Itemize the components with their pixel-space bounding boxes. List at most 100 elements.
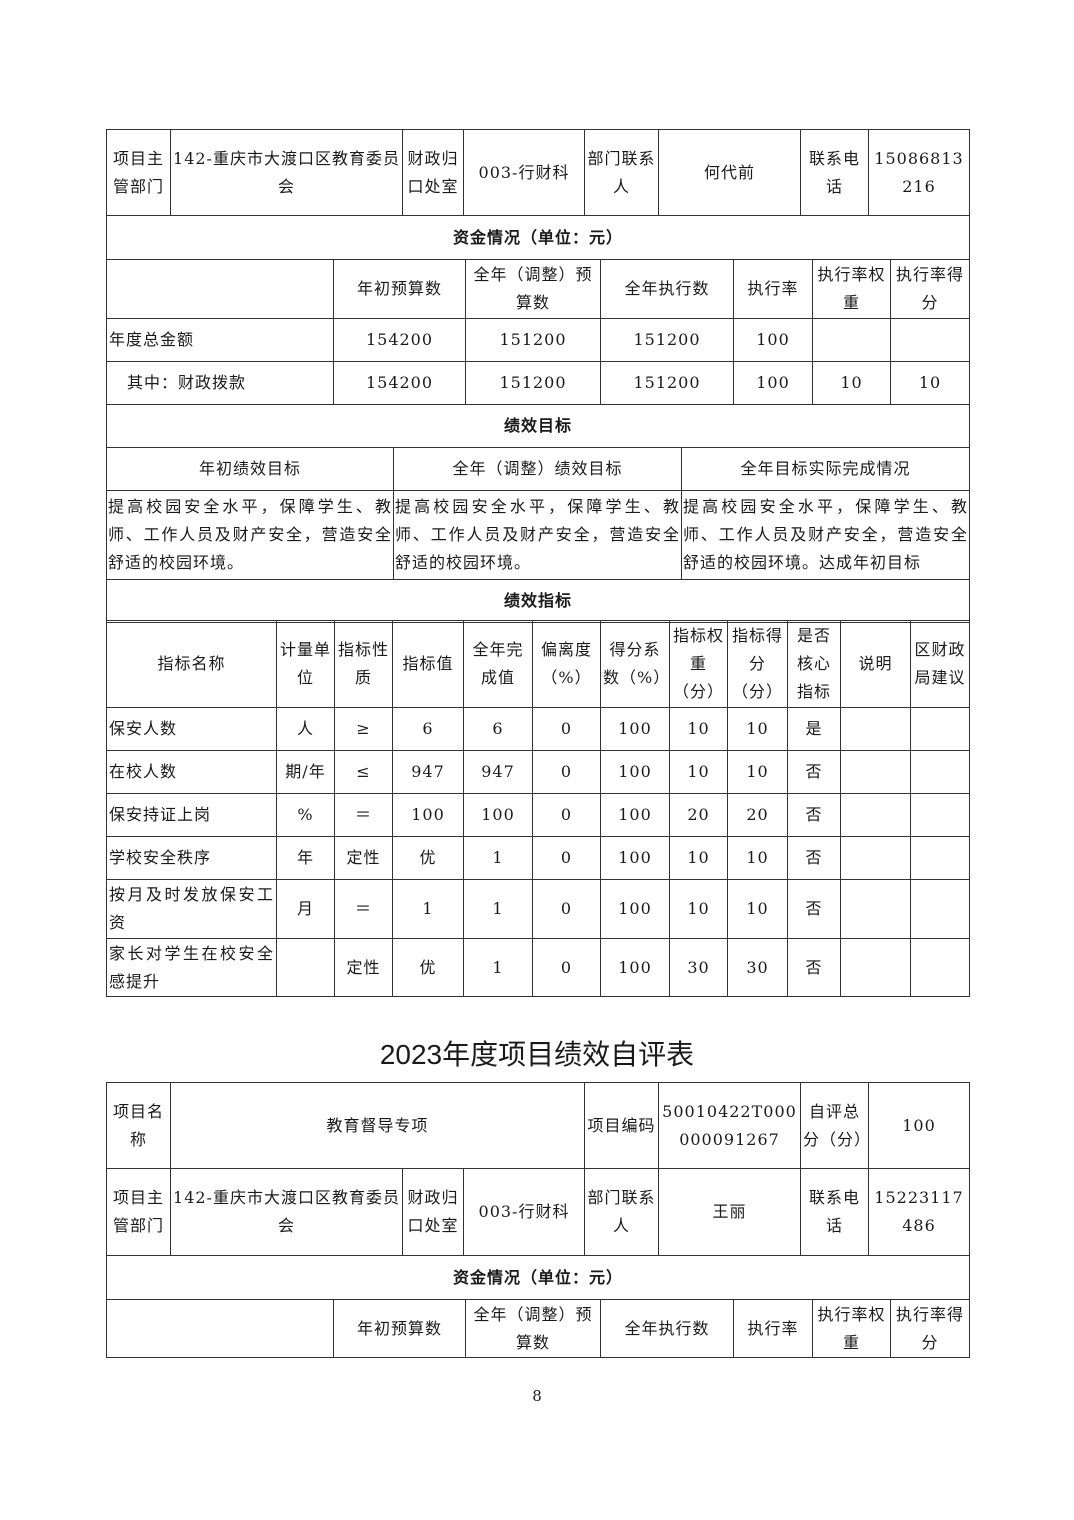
indicator-row-cell: 0 — [532, 879, 601, 939]
indicator-row-cell: 10 — [727, 879, 788, 939]
indicator-row-cell — [840, 750, 911, 794]
project-name-value: 教育督导专项 — [170, 1082, 585, 1169]
funds-row-cell: 年度总金额 — [106, 318, 334, 362]
indicators-header-row-cell: 全年完成值 — [463, 620, 533, 708]
funds-header-row-cell — [106, 259, 334, 319]
indicator-row-cell: 保安人数 — [106, 707, 277, 751]
indicator-row-cell: 是 — [787, 707, 841, 751]
indicator-row-cell: 保安持证上岗 — [106, 793, 277, 837]
indicator-row-cell: 6 — [392, 707, 464, 751]
indicator-row-cell: ＝ — [334, 879, 393, 939]
funds-row-cell: 154200 — [333, 361, 466, 405]
funds-row-cell: 100 — [733, 318, 813, 362]
funds-title: 资金情况（单位：元） — [106, 215, 970, 260]
funds-header-row-cell: 全年执行数 — [600, 259, 734, 319]
indicators-header-row-cell: 指标得分（分） — [727, 620, 788, 708]
contact-label: 部门联系人 — [584, 129, 659, 216]
indicators-header-row-cell: 计量单位 — [276, 620, 335, 708]
indicator-row-cell: 20 — [669, 793, 728, 837]
funds-row-cell: 10 — [812, 361, 891, 405]
indicator-row-cell: 否 — [787, 879, 841, 939]
goals-table: 绩效目标 年初绩效目标 全年（调整）绩效目标 全年目标实际完成情况 提高校园安全… — [105, 404, 971, 623]
indicator-row-cell: 否 — [787, 938, 841, 997]
funds-row-cell: 10 — [890, 361, 970, 405]
phone-value: 15223117486 — [868, 1168, 970, 1256]
indicator-row-cell: 定性 — [334, 938, 393, 997]
contact-value: 何代前 — [658, 129, 801, 216]
indicator-row-cell: 20 — [727, 793, 788, 837]
indicator-row-cell: ≤ — [334, 750, 393, 794]
indicator-row-cell: 0 — [532, 836, 601, 880]
indicator-row-cell: 1 — [463, 836, 533, 880]
indicator-row: 在校人数 期/年 ≤947 947 0 100 10 10 否 — [106, 750, 970, 794]
indicators-header-row-cell: 指标性质 — [334, 620, 393, 708]
indicator-row-cell — [840, 879, 911, 939]
page-number: 8 — [532, 1387, 542, 1405]
indicators-header-row-cell: 得分系数（%） — [600, 620, 670, 708]
indicator-row: 家长对学生在校安全感提升 定性优 1 0 100 30 30 否 — [106, 938, 970, 997]
indicator-row-cell: 100 — [463, 793, 533, 837]
funds-row-cell: 151200 — [465, 361, 601, 405]
funds-header-row: 年初预算数 全年（调整）预算数 全年执行数 执行率 执行率权重 执行率得分 — [106, 259, 970, 319]
finance-value: 003-行财科 — [463, 1168, 585, 1256]
goal-header-initial: 年初绩效目标 — [106, 447, 394, 491]
funds-row-cell: 151200 — [600, 361, 734, 405]
indicator-row-cell: 否 — [787, 793, 841, 837]
indicators-header-row: 指标名称 计量单位 指标性质 指标值 全年完成值 偏离度（%） 得分系数（%） 指标权重（分）… — [106, 620, 970, 708]
indicator-row-cell: 期/年 — [276, 750, 335, 794]
indicator-row-cell: 按月及时发放保安工资 — [106, 879, 277, 939]
funds-header-row-cell: 全年（调整）预算数 — [465, 1299, 601, 1358]
indicator-row-cell — [910, 793, 970, 837]
finance-label: 财政归口处室 — [402, 1168, 464, 1256]
funds-header-row-cell: 执行率权重 — [812, 1299, 891, 1358]
indicator-row-cell: 10 — [669, 879, 728, 939]
goal-actual: 提高校园安全水平，保障学生、教师、工作人员及财产安全，营造安全舒适的校园环境。达… — [680, 490, 971, 580]
indicator-row-cell — [910, 750, 970, 794]
funds-header-row-cell: 年初预算数 — [333, 1299, 466, 1358]
funds-header-row-cell: 执行率得分 — [890, 1299, 970, 1358]
indicator-row-cell — [840, 707, 911, 751]
funds-header-row-cell: 全年（调整）预算数 — [465, 259, 601, 319]
indicator-row-cell: 定性 — [334, 836, 393, 880]
indicator-row-cell: 10 — [727, 707, 788, 751]
dept-info-table: 项目主管部门 142-重庆市大渡口区教育委员会 财政归口处室 003-行财科 部… — [106, 129, 970, 260]
funds-header-row-cell: 执行率 — [733, 259, 813, 319]
indicators-header-row-cell: 说明 — [840, 620, 911, 708]
funds-table: 年初预算数 全年（调整）预算数 全年执行数 执行率 执行率权重 执行率得分 年度总金额 154… — [106, 259, 970, 405]
funds-row-cell: 151200 — [465, 318, 601, 362]
indicator-row-cell — [910, 879, 970, 939]
indicator-row-cell: 优 — [392, 836, 464, 880]
indicator-row-cell: 30 — [669, 938, 728, 997]
dept-value: 142-重庆市大渡口区教育委员会 — [170, 1168, 403, 1256]
dept-label: 项目主管部门 — [106, 129, 171, 216]
funds-header-row-cell: 执行率得分 — [890, 259, 970, 319]
self-score-value: 100 — [868, 1082, 970, 1169]
indicator-row-cell: 30 — [727, 938, 788, 997]
dept-value: 142-重庆市大渡口区教育委员会 — [170, 129, 403, 216]
indicator-row-cell: 1 — [392, 879, 464, 939]
indicators-header-row-cell: 指标权重（分） — [669, 620, 728, 708]
funds-row: 其中：财政拨款 154200 151200 151200 100 10 10 — [106, 361, 970, 405]
indicator-row-cell — [910, 836, 970, 880]
indicator-row-cell: 月 — [276, 879, 335, 939]
indicator-row-cell — [276, 938, 335, 997]
indicators-header-row-cell: 偏离度（%） — [532, 620, 601, 708]
indicator-row-cell: 否 — [787, 836, 841, 880]
indicator-row-cell: 学校安全秩序 — [106, 836, 277, 880]
indicator-row-cell: % — [276, 793, 335, 837]
indicator-row-cell: 10 — [727, 750, 788, 794]
goal-initial: 提高校园安全水平，保障学生、教师、工作人员及财产安全，营造安全舒适的校园环境。 — [106, 490, 394, 580]
contact-value: 王丽 — [658, 1168, 801, 1256]
indicator-row-cell: 10 — [727, 836, 788, 880]
funds-row-cell: 154200 — [333, 318, 466, 362]
indicator-row-cell: 1 — [463, 879, 533, 939]
project-name-label: 项目名称 — [106, 1082, 171, 1169]
indicator-row-cell: 10 — [669, 750, 728, 794]
indicator-row-cell: 100 — [392, 793, 464, 837]
indicator-row-cell: ≥ — [334, 707, 393, 751]
funds-header-row: 年初预算数 全年（调整）预算数 全年执行数 执行率 执行率权重 执行率得分 — [106, 1299, 970, 1358]
indicator-row-cell: 否 — [787, 750, 841, 794]
indicator-row-cell: 10 — [669, 836, 728, 880]
funds-table-2: 年初预算数 全年（调整）预算数 全年执行数 执行率 执行率权重 执行率得分 — [106, 1299, 970, 1358]
